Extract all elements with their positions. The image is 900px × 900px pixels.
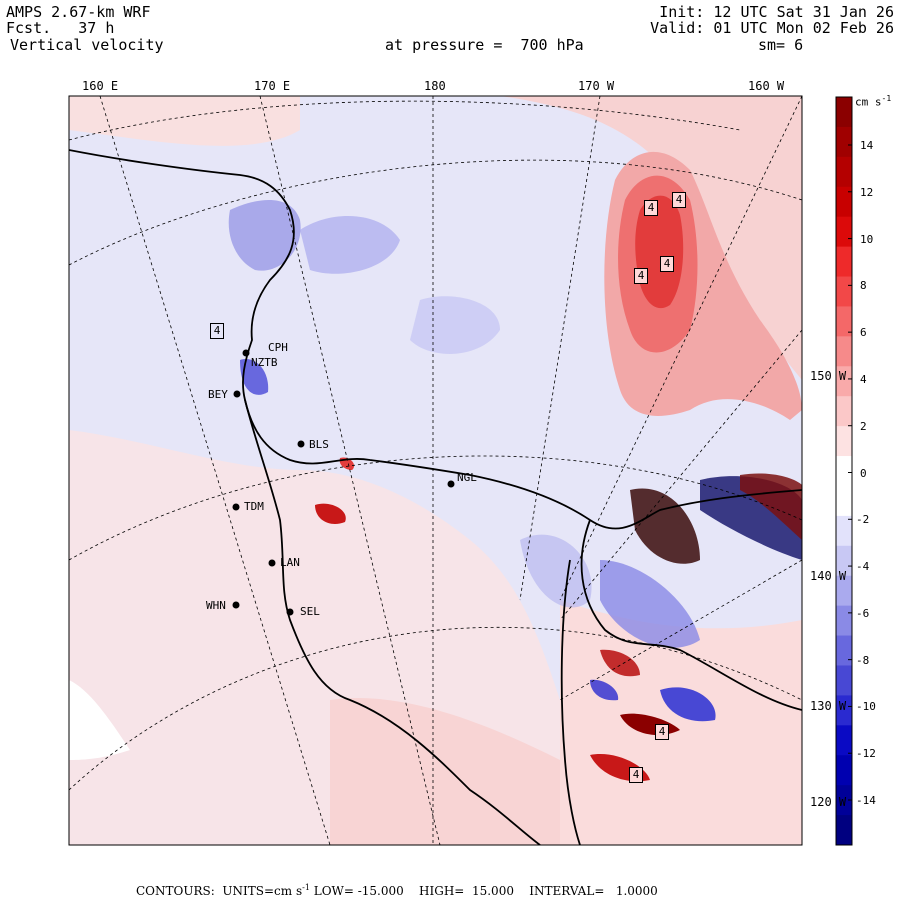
lon-label-160e: 160 E [82, 79, 119, 93]
lon-label-170w: 170 W [578, 79, 615, 93]
contour-label: 4 [210, 323, 224, 339]
lon-label-180: 180 [424, 79, 446, 93]
colorbar-tick-label: -6 [856, 606, 870, 620]
contour-label: 4 [629, 767, 643, 783]
colorbar-tick-label: -14 [856, 794, 876, 807]
colorbar-swatch [836, 485, 852, 517]
lat-label-120w: 120 W [810, 795, 847, 809]
colorbar-swatch [836, 336, 852, 367]
colorbar-tick-label: 14 [860, 139, 874, 152]
colorbar-swatch [836, 396, 852, 427]
colorbar-swatch [836, 725, 852, 756]
station-label: BEY [208, 388, 228, 401]
colorbar-swatch [836, 366, 852, 397]
forecast-hour: Fcst. 37 h [6, 19, 115, 37]
colorbar-tick-label: 10 [860, 232, 874, 246]
pressure-level: at pressure = 700 hPa [385, 36, 584, 54]
colorbar-swatch [836, 246, 852, 278]
station-label: NZTB [251, 356, 278, 369]
lon-label-160w: 160 W [748, 79, 785, 93]
smoothing-value: sm= 6 [758, 36, 804, 54]
colorbar-swatch [836, 456, 852, 487]
init-time: Init: 12 UTC Sat 31 Jan 26 [659, 3, 894, 21]
colorbar-units: cm s-1 [855, 94, 892, 109]
station-label: NGL [457, 471, 477, 484]
colorbar-tick-label: -8 [856, 653, 870, 667]
model-title: AMPS 2.67-km WRF [6, 3, 151, 21]
colorbar-swatch [836, 156, 852, 188]
colorbar-swatch [836, 785, 852, 816]
colorbar-swatch [836, 97, 852, 128]
colorbar-swatch [836, 635, 852, 666]
colorbar-swatch [836, 815, 852, 846]
colorbar-swatch [836, 575, 852, 607]
colorbar-swatch [836, 426, 852, 457]
colorbar-tick-label: 0 [860, 466, 867, 480]
contour-label: 4 [644, 200, 658, 216]
colorbar-tick-label: 12 [860, 185, 874, 199]
colorbar-tick-label: 8 [860, 279, 867, 293]
lat-label-130w: 130 W [810, 699, 847, 713]
colorbar-swatch [836, 545, 852, 577]
colorbar-tick-label: 4 [860, 372, 867, 386]
colorbar-swatch [836, 216, 852, 248]
colorbar [835, 96, 853, 846]
colorbar-swatch [836, 695, 852, 726]
station-label: CPH [268, 341, 288, 354]
valid-time: Valid: 01 UTC Mon 02 Feb 26 [650, 19, 894, 37]
colorbar-swatch [836, 186, 852, 218]
station-label: SEL [300, 605, 320, 618]
colorbar-tick-label: -4 [856, 560, 870, 574]
colorbar-swatch [836, 755, 852, 786]
lat-label-140w: 140 W [810, 569, 847, 583]
colorbar-swatch [836, 126, 852, 158]
colorbar-tick-label: -12 [856, 747, 876, 761]
colorbar-swatch [836, 605, 852, 637]
lon-label-170e: 170 E [254, 79, 291, 93]
colorbar-tick-label: 6 [860, 326, 867, 340]
colorbar-swatch [836, 515, 852, 547]
lat-label-150w: 150 W [810, 369, 847, 383]
station-label: WHN [206, 599, 226, 612]
station-label: TDM [244, 500, 264, 513]
colorbar-tick-label: 2 [860, 419, 867, 433]
variable-name: Vertical velocity [10, 36, 164, 54]
colorbar-swatch [836, 665, 852, 696]
contour-label: 4 [660, 256, 674, 272]
contour-label: 4 [655, 724, 669, 740]
contour-label: 4 [672, 192, 686, 208]
station-label: LAN [280, 556, 300, 569]
colorbar-swatch [836, 276, 852, 307]
footer-contours: CONTOURS: UNITS=cm s-1 LOW= -15.000 HIGH… [136, 883, 658, 898]
station-label: BLS [309, 438, 329, 451]
colorbar-swatch [836, 306, 852, 337]
contour-label: 4 [634, 268, 648, 284]
colorbar-tick-label: -2 [856, 513, 870, 527]
colorbar-tick-label: -10 [856, 700, 876, 714]
